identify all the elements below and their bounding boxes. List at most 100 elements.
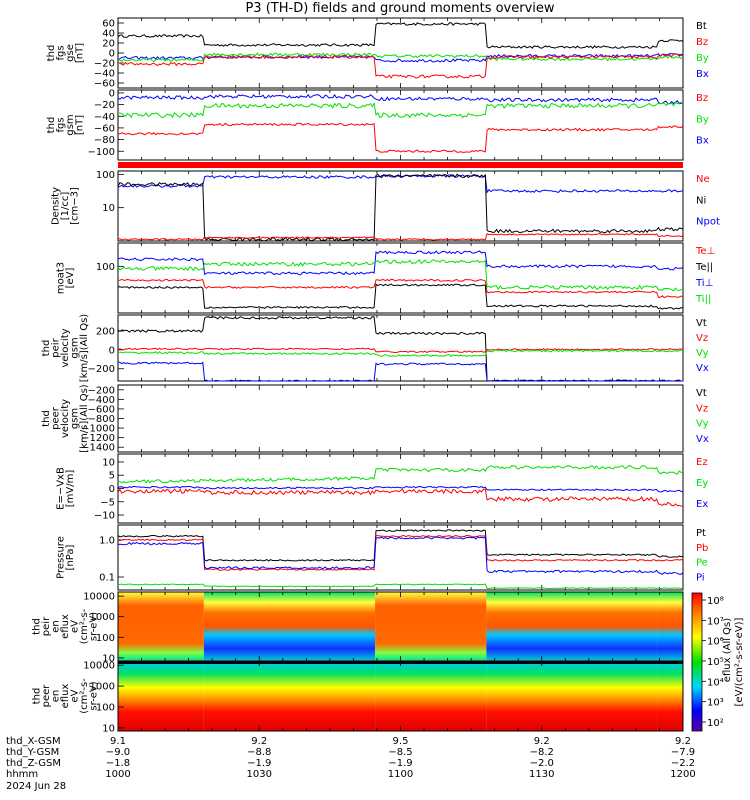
ylabel-9-line: eV [70, 689, 81, 702]
ytick-label-2: 100 [96, 170, 115, 181]
series-ne [117, 232, 684, 241]
ylabel-9-line: eflux [60, 684, 71, 709]
legend-3-0: Te⊥ [695, 246, 715, 257]
series-ti-par [117, 259, 684, 292]
legend-3-2: Ti⊥ [695, 278, 713, 289]
series-ti-perp [117, 250, 684, 276]
ytick-label-6: 5 [109, 471, 115, 482]
legend-7-3: Pi [696, 572, 705, 583]
ylabel-1-line: [nT] [74, 115, 85, 135]
legend-6-1: Ey [696, 478, 708, 489]
x-row-label: hhmm [6, 769, 38, 780]
ylabel-8-line: eflux [60, 614, 71, 639]
x-tick-label: 1200 [670, 769, 695, 780]
legend-4-2: Vy [696, 348, 709, 359]
legend-6-2: Ex [696, 499, 708, 510]
legend-5-3: Vx [696, 434, 709, 445]
ylabel-9-line: peer [41, 684, 52, 708]
ytick-label-7: 1.0 [99, 535, 115, 546]
ylabel-8-line: peir [41, 616, 52, 636]
ylabel-1-line: thd [46, 117, 57, 134]
colorbar-tick-label: 10³ [707, 698, 724, 709]
ytick-label-5: −200 [88, 385, 115, 396]
ytick-label-0: 20 [102, 39, 115, 50]
ylabel-9-line: thd [32, 688, 43, 705]
ylabel-9-line: sr-eV) [89, 681, 100, 710]
x-row-value: −7.9 [671, 747, 695, 758]
legend-4-1: Vz [696, 333, 708, 344]
colorbar-label-2: eflux (All Qs) [722, 618, 733, 682]
ylabel-7-line: Pressure [55, 536, 66, 579]
x-tick-label: 1100 [388, 769, 413, 780]
x-row-label: thd_Z-GSM [6, 758, 61, 769]
ylabel-0-line: gse [65, 44, 76, 62]
ytick-label-6: 0 [109, 484, 115, 495]
ylabel-5-line: velocity [60, 399, 71, 438]
status-bar [118, 162, 683, 168]
ylabel-5-line: thd [41, 410, 52, 427]
ytick-label-8: 100 [96, 633, 115, 644]
legend-6-0: Ez [696, 457, 708, 468]
series-pt [117, 529, 684, 562]
x-tick-label: 1030 [247, 769, 272, 780]
ytick-label-2: 10 [102, 203, 115, 214]
ylabel-5-line: gsm [70, 408, 81, 429]
ylabel-9-line: (cm²-s- [79, 678, 90, 714]
x-row-value: −9.0 [106, 747, 130, 758]
spectrogram-block-8 [118, 592, 204, 661]
ylabel-8-line: (cm²-s- [79, 608, 90, 644]
series-vy [117, 349, 684, 358]
ytick-label-5: −800 [88, 414, 115, 425]
x-row-value: −8.2 [530, 747, 554, 758]
ylabel-6-line: [mV/m] [65, 470, 76, 508]
x-row-value: 9.5 [393, 736, 409, 747]
panel-frame-0 [117, 17, 684, 89]
x-row-value: −8.8 [247, 747, 271, 758]
ylabel-4-line: [km/s](All Qs) [79, 314, 90, 382]
legend-0-0: Bt [696, 21, 707, 32]
ylabel-0-line: [nT] [74, 43, 85, 63]
colorbar-tick-label: 10² [707, 718, 724, 729]
series-ez [117, 488, 684, 507]
ylabel-0-line: thd [46, 45, 57, 62]
panel-frame-4 [117, 314, 684, 382]
ytick-label-1: −100 [88, 147, 115, 158]
legend-3-1: Te|| [695, 262, 713, 273]
ytick-label-4: −200 [88, 364, 115, 375]
x-row-value: 9.2 [251, 736, 267, 747]
x-row-value: 9.2 [534, 736, 550, 747]
ylabel-6-line: E=−VxB [55, 467, 66, 510]
legend-2-2: Npot [696, 217, 720, 228]
series-bz [117, 122, 684, 153]
ylabel-7-line: [nPa] [65, 544, 76, 570]
colorbar-tick-label: 10⁵ [707, 657, 724, 668]
spectrogram-gap-line [118, 661, 683, 664]
series-pb [117, 534, 684, 571]
colorbar-tick-label: 10⁶ [707, 637, 724, 648]
ylabel-4-line: peir [51, 337, 62, 357]
ylabel-2-line: Density [51, 187, 62, 225]
colorbar-label: [eV/(cm²-s-sr-eV)] [734, 617, 745, 706]
legend-5-2: Vy [696, 419, 709, 430]
ytick-label-0: 60 [102, 19, 115, 30]
legend-2-0: Ne [696, 174, 710, 185]
ytick-label-7: 0.1 [99, 573, 115, 584]
legend-7-0: Pt [696, 528, 706, 539]
ylabel-0-line: fgs [55, 45, 66, 60]
x-row-label: thd_X-GSM [6, 736, 61, 747]
legend-0-1: Bz [696, 37, 708, 48]
ylabel-2-line: [1/cc] [60, 192, 71, 221]
x-row-value: −1.9 [388, 758, 412, 769]
x-row-value: −8.5 [388, 747, 412, 758]
x-row-value: −2.0 [530, 758, 554, 769]
legend-4-0: Vt [696, 318, 707, 329]
panels: thdfgsgse[nT]6040200−20−40−60BtBzByBxthd… [32, 17, 720, 734]
ytick-label-9: 1000 [90, 682, 115, 693]
series-pi [117, 536, 684, 576]
spectrogram-block-9 [203, 661, 376, 731]
legend-7-1: Pb [696, 543, 708, 554]
ylabel-8-line: en [51, 620, 62, 633]
series-by [118, 101, 683, 119]
series-bz [117, 53, 684, 79]
